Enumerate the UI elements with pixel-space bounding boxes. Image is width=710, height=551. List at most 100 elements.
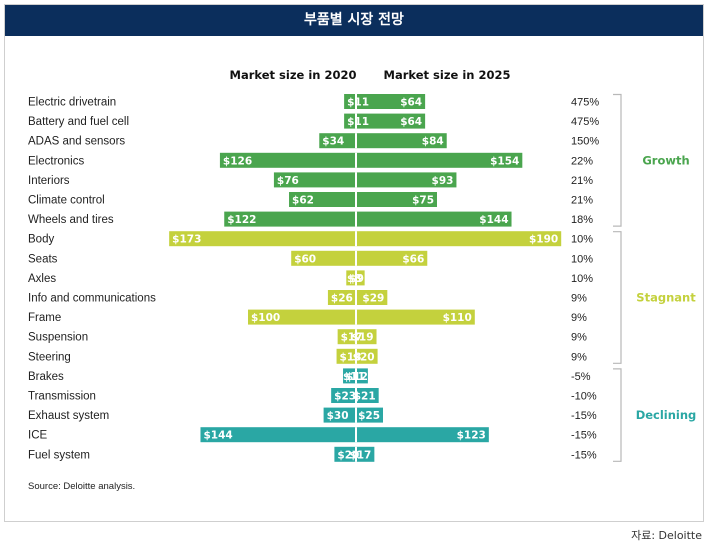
bar-2025 [356,329,377,345]
value-2020: $20 [337,449,359,461]
bar-divider [355,192,357,207]
value-2025: $21 [354,391,376,403]
bar-2025 [356,407,383,423]
bar-2020 [327,290,356,305]
bar-divider [355,94,357,109]
bar-divider [355,231,357,247]
value-2020: $122 [227,214,256,226]
row-label: Climate control [28,195,105,207]
change-pct: 10% [571,253,593,265]
bar-2020 [200,427,356,443]
bar-2025 [356,94,426,109]
chart-title: 부품별 시장 전망 [5,5,703,36]
bar-2025 [356,250,428,266]
group-bracket [613,231,622,364]
bar-divider [355,329,357,345]
row-label: ADAS and sensors [28,136,125,148]
bar-2020 [334,446,356,462]
value-2020: $126 [223,155,252,167]
value-2025: $110 [443,312,472,324]
bar-divider [355,152,357,168]
bar-2020 [291,250,356,266]
value-2025: $84 [422,136,444,148]
row-label: Battery and fuel cell [28,116,129,128]
bar-2020 [337,329,356,345]
bar-2025 [356,172,457,188]
bar-2020 [323,407,356,423]
value-2025: $20 [353,351,375,363]
bar-divider [355,388,357,403]
change-pct: -5% [571,371,591,383]
bar-divider [355,309,357,325]
value-2020: $60 [294,253,316,265]
value-2020: $9 [349,273,364,285]
row-label: Interiors [28,175,70,187]
bar-2025 [356,368,368,384]
source-caption: 자료: Deloitte [631,529,702,542]
value-2025: $17 [349,449,371,461]
bar-2020 [331,388,356,403]
group-bracket [613,368,622,462]
bar-2025 [356,309,475,325]
bar-2025 [356,348,378,364]
bar-2020 [344,113,356,129]
value-2020: $18 [340,351,362,363]
source-note: Source: Deloitte analysis. [28,481,135,492]
row-label: Fuel system [28,449,90,461]
bar-divider [355,133,357,149]
bar-2025 [356,290,388,305]
change-pct: -15% [571,410,597,422]
change-pct: 9% [571,312,587,324]
bar-divider [355,407,357,423]
change-pct: 18% [571,214,593,226]
change-pct: 21% [571,195,593,207]
bar-2025 [356,388,379,403]
bar-2020 [169,231,356,247]
value-2020: $30 [327,410,349,422]
value-2025: $123 [457,430,486,442]
group-label-declining: Declining [636,408,697,422]
row-label: Suspension [28,332,88,344]
bar-divider [355,427,357,443]
value-2020: $173 [172,234,201,246]
change-pct: 150% [571,136,599,148]
value-2025: $11 [343,371,365,383]
value-2020: $23 [334,391,356,403]
group-label-stagnant: Stagnant [636,291,696,305]
bar-2025 [356,270,365,286]
bar-2020 [346,270,356,286]
bar-divider [355,446,357,462]
bar-divider [355,211,357,227]
bar-divider [355,368,357,384]
bar-2025 [356,113,426,129]
bar-2025 [356,231,562,247]
row-label: Exhaust system [28,410,109,422]
row-label: Seats [28,253,58,265]
bar-2020 [289,192,356,207]
value-2020: $11 [347,97,369,109]
bar-2020 [343,368,356,384]
value-2025: $25 [358,410,380,422]
bar-2020 [224,211,356,227]
bar-2020 [273,172,356,188]
bar-2020 [219,152,356,168]
value-2025: $93 [432,175,454,187]
change-pct: 22% [571,155,593,167]
change-pct: 475% [571,97,599,109]
bar-divider [355,172,357,188]
change-pct: 475% [571,116,599,128]
change-pct: 10% [571,273,593,285]
value-2025: $154 [490,155,519,167]
change-pct: 9% [571,332,587,344]
change-pct: -15% [571,430,597,442]
row-label: Body [28,234,54,246]
bar-2025 [356,152,523,168]
header-2020: Market size in 2020 [230,68,357,82]
row-label: Brakes [28,371,64,383]
bar-2025 [356,211,512,227]
change-pct: 10% [571,234,593,246]
row-label: Wheels and tires [28,214,114,226]
value-2025: $144 [479,214,508,226]
value-2025: $66 [402,253,424,265]
